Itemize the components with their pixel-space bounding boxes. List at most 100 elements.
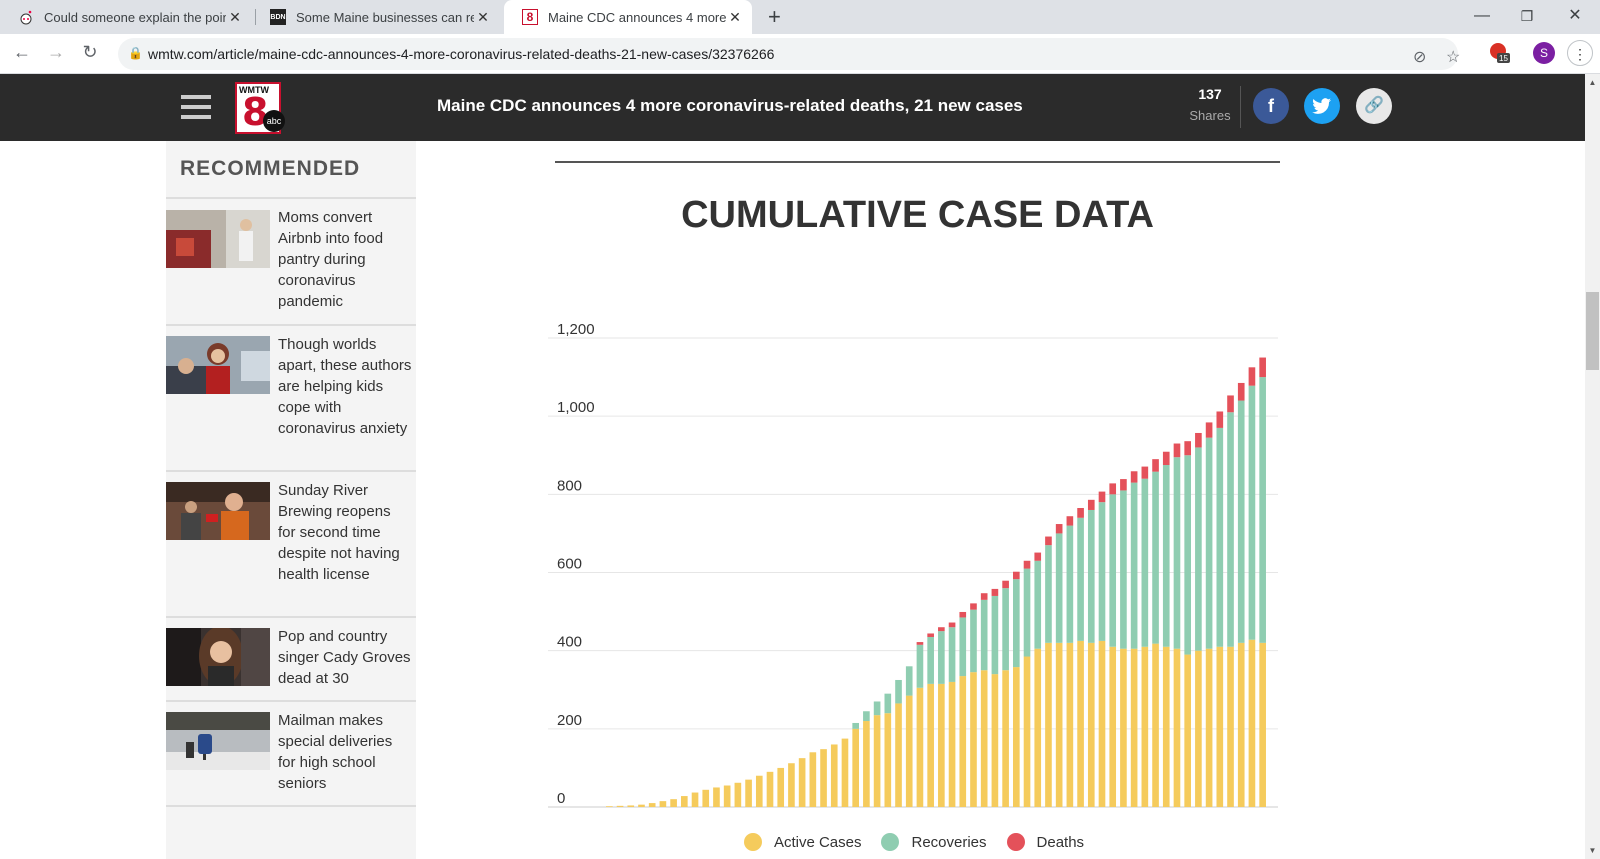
thumbnail-image[interactable] — [166, 482, 270, 540]
bar-segment-deaths — [980, 593, 988, 600]
heading-divider — [166, 197, 416, 199]
item-title[interactable]: Though worlds apart, these authors are h… — [278, 336, 412, 437]
tab-title: Maine CDC announces 4 more co — [548, 9, 726, 25]
close-icon[interactable]: ✕ — [477, 8, 489, 25]
bar-segment-recoveries — [970, 609, 977, 673]
thumbnail-image[interactable] — [166, 712, 270, 770]
hamburger-menu-icon[interactable] — [181, 95, 211, 119]
bar-segment-active-cases — [1248, 639, 1256, 807]
bar-segment-recoveries — [1227, 412, 1234, 647]
thumbnail-image[interactable] — [166, 210, 270, 268]
facebook-share-button[interactable]: f — [1253, 88, 1289, 124]
bar-segment-recoveries — [980, 599, 988, 671]
tab-title: Some Maine businesses can reop — [296, 9, 474, 25]
bookmark-star-icon[interactable]: ☆ — [1446, 49, 1461, 66]
list-item[interactable]: Though worlds apart, these authors are h… — [166, 326, 416, 472]
y-tick-label: 800 — [557, 477, 582, 494]
extension-icon[interactable]: 15 — [1488, 41, 1510, 68]
tab-reddit[interactable]: Could someone explain the point ✕ — [0, 0, 252, 34]
list-item[interactable]: Sunday River Brewing reopens for second … — [166, 472, 416, 618]
tab-strip: Could someone explain the point ✕ BDN So… — [0, 0, 1600, 34]
bar-segment-recoveries — [1098, 502, 1106, 641]
translate-icon[interactable]: ⊘ — [1413, 49, 1427, 66]
item-title[interactable]: Sunday River Brewing reopens for second … — [278, 482, 400, 583]
logo-callsign: WMTW — [239, 85, 269, 95]
bar-segment-active-cases — [809, 752, 817, 807]
scroll-up-icon[interactable]: ▲ — [1588, 78, 1597, 87]
twitter-share-button[interactable] — [1304, 88, 1340, 124]
bar-segment-active-cases — [1205, 648, 1213, 807]
legend-swatch — [1006, 833, 1025, 851]
address-bar[interactable]: 🔒 wmtw.com/article/maine-cdc-announces-4… — [118, 38, 1461, 70]
page-scrollbar[interactable] — [1585, 74, 1600, 859]
bar-segment-recoveries — [1055, 533, 1063, 643]
close-icon[interactable]: ✕ — [729, 8, 741, 25]
bar-segment-active-cases — [970, 672, 977, 807]
avatar[interactable]: S — [1533, 42, 1555, 64]
item-title[interactable]: Mailman makes special deliveries for hig… — [278, 712, 393, 792]
legend-label: Active Cases — [773, 833, 862, 851]
bar-segment-active-cases — [1109, 646, 1117, 807]
legend-swatch — [743, 833, 762, 851]
scrollbar-thumb[interactable] — [1586, 292, 1599, 370]
thumbnail-image[interactable] — [166, 336, 270, 394]
url-text[interactable]: wmtw.com/article/maine-cdc-announces-4-m… — [148, 46, 775, 62]
bar-segment-active-cases — [1055, 642, 1063, 807]
legend-swatch — [881, 833, 900, 851]
restore-icon[interactable]: ❐ — [1520, 8, 1534, 24]
window-close-icon[interactable]: ✕ — [1568, 7, 1582, 24]
bar-segment-deaths — [1195, 432, 1202, 448]
menu-icon[interactable]: ⋮ — [1567, 40, 1593, 66]
list-item[interactable]: Pop and country singer Cady Groves dead … — [166, 618, 416, 702]
logo-network: abc — [263, 110, 285, 132]
new-tab-icon[interactable]: + — [768, 4, 781, 29]
shares-label: Shares — [1189, 108, 1231, 123]
bar-segment-deaths — [1109, 483, 1117, 495]
reload-icon[interactable]: ↻ — [82, 42, 98, 62]
forward-icon[interactable]: → — [47, 42, 65, 62]
bar-segment-recoveries — [873, 701, 881, 716]
bar-segment-active-cases — [991, 674, 999, 807]
bar-segment-deaths — [1002, 580, 1009, 589]
recommended-sidebar: RECOMMENDED Moms convert Airbnb into foo… — [166, 141, 416, 859]
bar-segment-deaths — [938, 627, 945, 632]
item-title[interactable]: Pop and country singer Cady Groves dead … — [278, 628, 411, 687]
copy-link-button[interactable]: 🔗 — [1356, 88, 1392, 124]
tab-bdn[interactable]: BDN Some Maine businesses can reop ✕ — [256, 0, 500, 34]
bar-segment-active-cases — [1098, 640, 1106, 807]
scroll-down-icon[interactable]: ▼ — [1588, 846, 1597, 855]
y-tick-label: 1,000 — [557, 399, 595, 416]
bar-segment-active-cases — [702, 789, 710, 807]
bar-segment-active-cases — [691, 792, 699, 807]
y-tick-label: 200 — [557, 712, 582, 729]
bar-segment-deaths — [1205, 422, 1213, 438]
bar-segment-recoveries — [1195, 447, 1202, 651]
back-icon[interactable]: ← — [13, 42, 31, 62]
item-title[interactable]: Moms convert Airbnb into food pantry dur… — [278, 209, 384, 310]
bar-segment-active-cases — [734, 782, 742, 807]
y-tick-label: 600 — [557, 556, 582, 573]
bdn-icon: BDN — [270, 9, 286, 25]
minimize-icon[interactable]: — — [1474, 7, 1490, 24]
bar-segment-active-cases — [1066, 642, 1074, 807]
bar-segment-recoveries — [938, 631, 945, 684]
site-logo[interactable]: WMTW 8 abc — [235, 82, 285, 134]
bar-segment-active-cases — [916, 687, 924, 807]
bar-segment-active-cases — [1173, 648, 1181, 807]
bar-segment-active-cases — [1195, 650, 1202, 807]
lock-icon: 🔒 — [128, 46, 143, 60]
list-item[interactable]: Mailman makes special deliveries for hig… — [166, 702, 416, 807]
tab-wmtw[interactable]: 8 Maine CDC announces 4 more co ✕ — [504, 0, 752, 34]
page-title: Maine CDC announces 4 more coronavirus-r… — [437, 96, 1023, 115]
bar-segment-active-cases — [1120, 648, 1127, 807]
bar-segment-active-cases — [638, 804, 645, 807]
bar-segment-recoveries — [884, 693, 892, 714]
close-icon[interactable]: ✕ — [229, 8, 241, 25]
bar-segment-deaths — [970, 603, 977, 610]
bar-segment-recoveries — [1109, 494, 1117, 647]
bar-segment-active-cases — [1045, 642, 1052, 807]
thumbnail-image[interactable] — [166, 626, 270, 686]
legend-active-cases: Active Cases — [743, 833, 862, 851]
list-item[interactable]: Moms convert Airbnb into food pantry dur… — [166, 199, 416, 326]
tab-title: Could someone explain the point — [44, 9, 226, 25]
